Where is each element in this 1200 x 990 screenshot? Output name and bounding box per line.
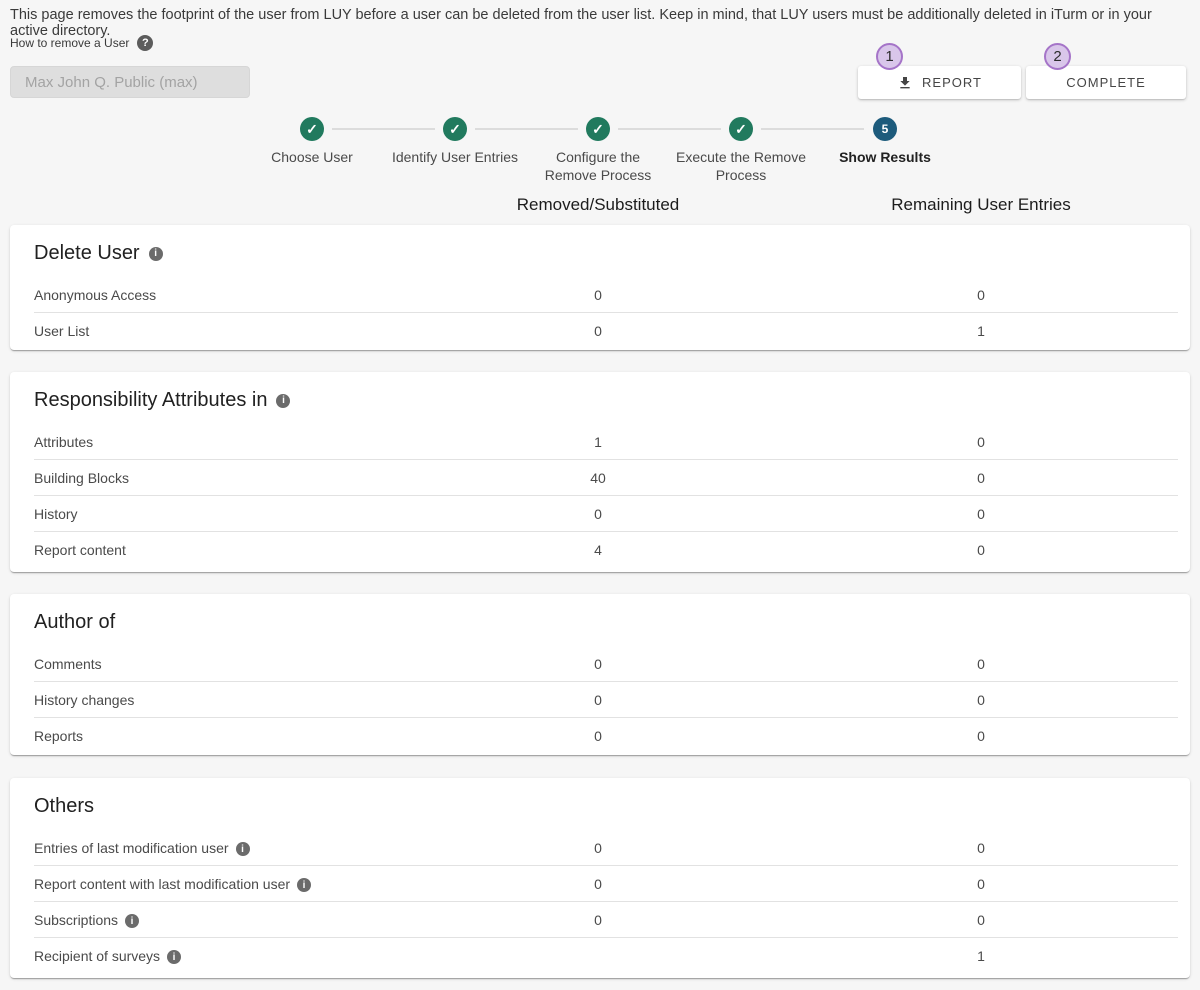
- info-icon[interactable]: i: [167, 950, 182, 964]
- table-row: Comments 0 0: [10, 646, 1190, 682]
- step-label: Show Results: [839, 149, 931, 165]
- remaining-value: 0: [977, 912, 985, 928]
- column-header-removed: Removed/Substituted: [516, 195, 680, 214]
- step-label: Identify User Entries: [391, 149, 519, 165]
- step-connector: [761, 128, 864, 130]
- step-connector: [332, 128, 435, 130]
- column-header-remaining: Remaining User Entries: [891, 195, 1071, 214]
- table-row: Attributes 1 0: [10, 424, 1190, 460]
- info-icon[interactable]: i: [125, 914, 140, 928]
- complete-button[interactable]: COMPLETE: [1026, 66, 1186, 99]
- row-label: History: [34, 506, 78, 522]
- table-row: User List 0 1: [10, 313, 1190, 349]
- step-configure-remove-process[interactable]: ✓ Configure the Remove Process: [518, 117, 678, 184]
- removed-value: 0: [594, 287, 602, 303]
- step-label: Configure the Remove Process: [544, 149, 652, 183]
- remaining-value: 1: [977, 948, 985, 964]
- section-title: Delete User: [34, 242, 140, 264]
- removed-value: 0: [594, 506, 602, 522]
- remaining-value: 0: [977, 840, 985, 856]
- remaining-value: 1: [977, 323, 985, 339]
- row-label: Report content with last modification us…: [34, 876, 291, 892]
- table-row: History 0 0: [10, 496, 1190, 532]
- removed-value: 0: [594, 840, 602, 856]
- download-icon: [897, 75, 913, 91]
- section-title: Author of: [34, 611, 116, 633]
- row-label: Comments: [34, 656, 102, 672]
- remaining-value: 0: [977, 728, 985, 744]
- row-label: Report content: [34, 542, 126, 558]
- row-label: History changes: [34, 692, 135, 708]
- table-row: History changes 0 0: [10, 682, 1190, 718]
- report-button-label: REPORT: [922, 75, 982, 90]
- info-icon[interactable]: i: [297, 878, 312, 892]
- step-show-results[interactable]: 5 Show Results: [805, 117, 965, 166]
- row-label: User List: [34, 323, 90, 339]
- check-circle-icon: ✓: [300, 117, 324, 141]
- removed-value: 40: [590, 470, 606, 486]
- step-label: Execute the Remove Process: [676, 149, 806, 183]
- annotation-badge-2: 2: [1044, 43, 1071, 70]
- step-connector: [618, 128, 721, 130]
- removed-value: 0: [594, 692, 602, 708]
- removed-value: 0: [594, 876, 602, 892]
- removed-value: 0: [594, 728, 602, 744]
- check-circle-icon: ✓: [586, 117, 610, 141]
- info-icon[interactable]: i: [235, 842, 250, 856]
- info-icon[interactable]: i: [276, 394, 291, 408]
- remaining-value: 0: [977, 542, 985, 558]
- section-others: Others Entries of last modification user…: [10, 778, 1190, 978]
- help-icon[interactable]: ?: [137, 35, 154, 51]
- removed-value: 0: [594, 656, 602, 672]
- row-label: Attributes: [34, 434, 94, 450]
- section-responsibility-attributes: Responsibility Attributes in i Attribute…: [10, 372, 1190, 572]
- remaining-value: 0: [977, 434, 985, 450]
- row-label: Building Blocks: [34, 470, 129, 486]
- row-label: Entries of last modification user: [34, 840, 229, 856]
- remaining-value: 0: [977, 470, 985, 486]
- remaining-value: 0: [977, 506, 985, 522]
- report-button[interactable]: REPORT: [858, 66, 1021, 99]
- table-row: Reports 0 0: [10, 718, 1190, 754]
- table-row: Report content 4 0: [10, 532, 1190, 568]
- howto-link-label: How to remove a User: [10, 36, 130, 50]
- row-label: Subscriptions: [34, 912, 119, 928]
- check-circle-icon: ✓: [729, 117, 753, 141]
- wizard-stepper: ✓ Choose User ✓ Identify User Entries ✓ …: [0, 0, 1200, 185]
- info-icon[interactable]: i: [148, 247, 163, 261]
- annotation-badge-1: 1: [876, 43, 903, 70]
- remaining-value: 0: [977, 876, 985, 892]
- step-execute-remove-process[interactable]: ✓ Execute the Remove Process: [661, 117, 821, 184]
- step-identify-user-entries[interactable]: ✓ Identify User Entries: [375, 117, 535, 166]
- removed-value: 0: [594, 912, 602, 928]
- section-title: Responsibility Attributes in: [34, 389, 268, 411]
- row-label: Recipient of surveys: [34, 948, 161, 964]
- table-row: Anonymous Access 0 0: [10, 277, 1190, 313]
- section-delete-user: Delete User i Anonymous Access 0 0 User …: [10, 225, 1190, 350]
- remaining-value: 0: [977, 656, 985, 672]
- table-row: Report content with last modification us…: [10, 866, 1190, 902]
- removed-value: 0: [594, 323, 602, 339]
- table-row: Entries of last modification user i 0 0: [10, 830, 1190, 866]
- step-choose-user[interactable]: ✓ Choose User: [232, 117, 392, 166]
- removed-value: 4: [594, 542, 602, 558]
- complete-button-label: COMPLETE: [1066, 75, 1146, 90]
- step-label: Choose User: [271, 149, 353, 165]
- section-author-of: Author of Comments 0 0 History changes 0…: [10, 594, 1190, 755]
- table-row: Subscriptions i 0 0: [10, 902, 1190, 938]
- step-number-circle: 5: [873, 117, 897, 141]
- row-label: Anonymous Access: [34, 287, 157, 303]
- remaining-value: 0: [977, 287, 985, 303]
- selected-user-field: [10, 66, 250, 98]
- remaining-value: 0: [977, 692, 985, 708]
- section-title: Others: [34, 795, 95, 817]
- step-connector: [475, 128, 578, 130]
- check-circle-icon: ✓: [443, 117, 467, 141]
- row-label: Reports: [34, 728, 84, 744]
- table-row: Recipient of surveys i 1: [10, 938, 1190, 974]
- results-column-headers: Removed/Substituted Remaining User Entri…: [10, 195, 1190, 215]
- removed-value: 1: [594, 434, 602, 450]
- intro-text: This page removes the footprint of the u…: [10, 7, 1152, 39]
- table-row: Building Blocks 40 0: [10, 460, 1190, 496]
